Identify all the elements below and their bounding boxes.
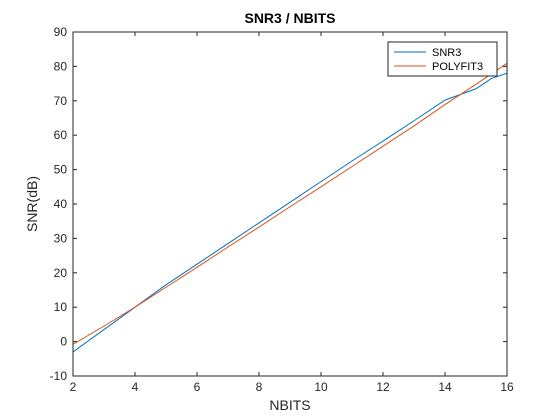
x-axis-ticks: 2 4 6 8 10 12 14 16 [70,32,514,394]
chart-title: SNR3 / NBITS [244,10,335,26]
y-tick-label: 0 [60,335,67,349]
y-axis-label: SNR(dB) [24,176,40,232]
y-tick-label: 50 [54,163,68,177]
y-tick-label: 20 [54,266,68,280]
plot-area [73,32,507,376]
y-tick-label: -10 [50,369,68,383]
series-layer [72,62,508,353]
x-tick-label: 16 [500,380,514,394]
series-line-polyfit3 [72,62,508,345]
x-tick-label: 10 [314,380,328,394]
y-tick-label: 90 [54,25,68,39]
y-tick-label: 60 [54,128,68,142]
x-tick-label: 8 [256,380,263,394]
y-tick-label: 80 [54,59,68,73]
x-tick-label: 6 [194,380,201,394]
legend: SNR3 POLYFIT3 [387,41,498,77]
legend-label-polyfit3: POLYFIT3 [432,61,483,73]
y-tick-label: 10 [54,300,68,314]
y-tick-label: 40 [54,197,68,211]
x-tick-label: 2 [70,380,77,394]
legend-box [387,41,498,77]
y-tick-label: 30 [54,231,68,245]
x-axis-label: NBITS [269,397,310,413]
y-tick-label: 70 [54,94,68,108]
x-tick-label: 14 [438,380,452,394]
y-axis-ticks: -10 0 10 20 30 40 50 60 70 80 90 [50,25,507,383]
x-tick-label: 12 [376,380,390,394]
x-tick-label: 4 [132,380,139,394]
legend-label-snr3: SNR3 [432,47,461,59]
